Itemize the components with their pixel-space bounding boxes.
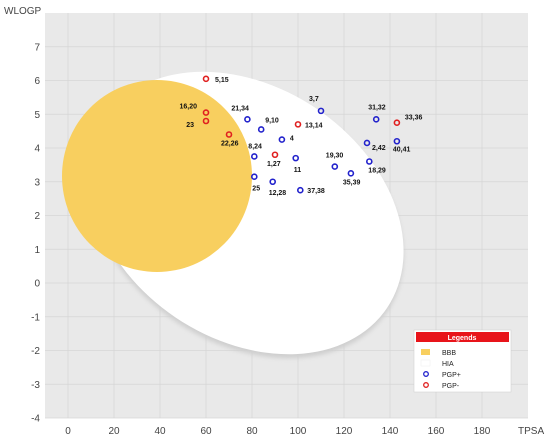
x-tick-label: 100 — [290, 426, 307, 437]
x-tick-label: 160 — [428, 426, 445, 437]
y-tick-label: 1 — [34, 245, 40, 256]
x-tick-label: 80 — [246, 426, 258, 437]
x-tick-label: 40 — [154, 426, 166, 437]
y-tick-label: -1 — [31, 312, 40, 323]
bbb-region — [62, 80, 252, 272]
x-tick-label: 60 — [200, 426, 212, 437]
pgp-plus-point — [296, 186, 304, 194]
pgp-plus-point — [372, 116, 380, 123]
x-tick-label: 0 — [65, 426, 71, 437]
point-label: 25 — [252, 186, 260, 193]
y-tick-label: -3 — [31, 380, 40, 391]
x-tick-label: 20 — [108, 426, 120, 437]
y-tick-label: 3 — [34, 177, 40, 188]
y-tick-label: -2 — [31, 346, 40, 357]
point-label: 23 — [186, 122, 194, 129]
point-label: 19,30 — [326, 153, 344, 160]
point-label: 31,32 — [368, 104, 386, 111]
point-label: 33,36 — [405, 115, 423, 122]
pgp-minus-point — [271, 151, 279, 159]
pgp-plus-point — [269, 178, 277, 186]
y-tick-label: 7 — [34, 42, 40, 53]
pgp-plus-point — [278, 136, 286, 143]
y-tick-label: -4 — [31, 414, 40, 425]
legend-bbb-label: BBB — [442, 350, 456, 357]
pgp-minus-point — [294, 121, 302, 128]
legend: Legends BBB HIA PGP+ PGP- — [413, 329, 512, 393]
point-label: 22,26 — [221, 141, 239, 148]
pgp-minus-point — [202, 109, 210, 116]
y-tick-label: 2 — [34, 211, 40, 222]
x-tick-label: 120 — [336, 426, 353, 437]
pgp-plus-point — [393, 137, 401, 145]
pgp-plus-point — [292, 154, 300, 162]
pgp-plus-point — [331, 163, 339, 170]
x-tick-label: 140 — [382, 426, 399, 437]
legend-pgp-plus-label: PGP+ — [442, 372, 461, 379]
point-label: 3,7 — [309, 96, 319, 103]
x-tick-label: 180 — [474, 426, 491, 437]
legend-title-bar — [416, 332, 509, 342]
point-label: 1,27 — [267, 161, 281, 168]
y-tick-label: 4 — [34, 144, 40, 155]
pgp-plus-point — [251, 173, 258, 180]
point-label: 2,42 — [372, 145, 386, 152]
y-axis-ticks: -4 -3 -2 -1 0 1 2 3 4 5 6 7 — [31, 42, 40, 424]
pgp-plus-point — [347, 170, 355, 177]
y-tick-label: 6 — [34, 76, 40, 87]
x-axis-ticks: 0 20 40 60 80 100 120 140 160 180 — [65, 426, 491, 437]
y-tick-label: 0 — [34, 279, 40, 290]
pgp-plus-point — [363, 139, 371, 147]
point-label: 21,34 — [231, 105, 249, 112]
legend-title: Legends — [448, 335, 477, 342]
pgp-minus-point — [393, 119, 401, 126]
pgp-minus-point — [202, 75, 210, 83]
point-label: 18,29 — [368, 168, 386, 175]
point-label: 13,14 — [305, 122, 323, 129]
y-axis-title: WLOGP — [4, 6, 42, 17]
x-axis-title: TPSA — [518, 426, 544, 437]
pgp-minus-point — [225, 131, 233, 138]
legend-bbb-swatch — [421, 349, 430, 355]
pgp-plus-point — [257, 126, 265, 133]
legend-pgp-minus-label: PGP- — [442, 383, 460, 390]
pgp-minus-point — [202, 117, 210, 125]
legend-pgp-minus-marker — [423, 382, 429, 388]
y-tick-label: 5 — [34, 110, 40, 121]
pgp-plus-point — [365, 158, 373, 165]
pgp-plus-point — [251, 153, 258, 160]
pgp-plus-point — [317, 107, 325, 115]
data-points: 21,34 9,10 4 8,24 11 3,7 31,32 2,42 40,41 19,30 18… — [179, 75, 423, 197]
point-label: 11 — [294, 167, 302, 174]
point-label: 37,38 — [307, 188, 325, 195]
legend-pgp-plus-marker — [423, 371, 429, 377]
legend-hia-label: HIA — [442, 361, 454, 368]
point-label: 9,10 — [265, 117, 279, 124]
point-label: 40,41 — [393, 146, 411, 153]
point-label: 8,24 — [248, 143, 262, 150]
point-label: 16,20 — [179, 104, 197, 111]
point-label: 4 — [290, 136, 294, 143]
point-label: 35,39 — [343, 179, 361, 186]
point-label: 5,15 — [215, 77, 229, 84]
point-label: 12,28 — [269, 190, 287, 197]
pgp-plus-point — [244, 116, 251, 123]
legend-hia-swatch — [420, 359, 431, 367]
